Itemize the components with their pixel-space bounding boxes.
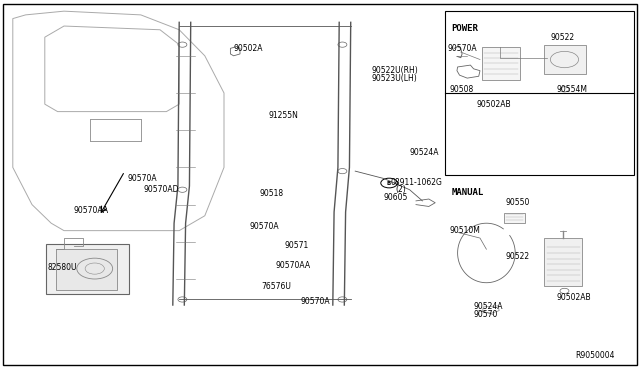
Text: 90502AB: 90502AB <box>477 100 511 109</box>
Bar <box>544 238 582 286</box>
Text: 76576U: 76576U <box>261 282 291 291</box>
Text: 90571: 90571 <box>285 241 309 250</box>
Bar <box>544 45 586 74</box>
Text: 90523U(LH): 90523U(LH) <box>371 74 417 83</box>
Text: 90518: 90518 <box>259 189 284 198</box>
Text: B: B <box>387 180 391 186</box>
Text: 90522: 90522 <box>506 252 530 261</box>
Text: 90570A: 90570A <box>448 44 477 53</box>
Text: MANUAL: MANUAL <box>451 188 483 197</box>
Text: 90570AA: 90570AA <box>275 262 310 270</box>
Text: 82580U: 82580U <box>48 263 77 272</box>
Text: 90550: 90550 <box>506 198 530 207</box>
Bar <box>56 249 117 290</box>
Bar <box>445 11 634 175</box>
Text: 90570A: 90570A <box>301 297 330 306</box>
Text: 90570: 90570 <box>474 310 498 319</box>
Text: 90502AB: 90502AB <box>557 293 591 302</box>
Text: (2): (2) <box>396 185 406 194</box>
Text: 90570AA: 90570AA <box>74 206 109 215</box>
Bar <box>46 244 129 294</box>
Text: 91255N: 91255N <box>269 111 299 120</box>
Text: 08911-1062G: 08911-1062G <box>390 178 442 187</box>
Text: 90554M: 90554M <box>557 85 588 94</box>
Text: 90522U(RH): 90522U(RH) <box>371 66 418 75</box>
Text: 90570A: 90570A <box>128 174 157 183</box>
Text: 90524A: 90524A <box>410 148 439 157</box>
Text: 90570AD: 90570AD <box>144 185 179 194</box>
Bar <box>482 46 520 80</box>
Text: 90570A: 90570A <box>250 222 279 231</box>
Bar <box>504 213 525 223</box>
Text: R9050004: R9050004 <box>575 351 614 360</box>
Text: 90508: 90508 <box>450 85 474 94</box>
Text: 90524A: 90524A <box>474 302 503 311</box>
Text: 90605: 90605 <box>384 193 408 202</box>
Text: 90502A: 90502A <box>234 44 263 53</box>
Text: 90510M: 90510M <box>450 226 481 235</box>
Text: POWER: POWER <box>451 24 478 33</box>
Text: 90522: 90522 <box>550 33 575 42</box>
